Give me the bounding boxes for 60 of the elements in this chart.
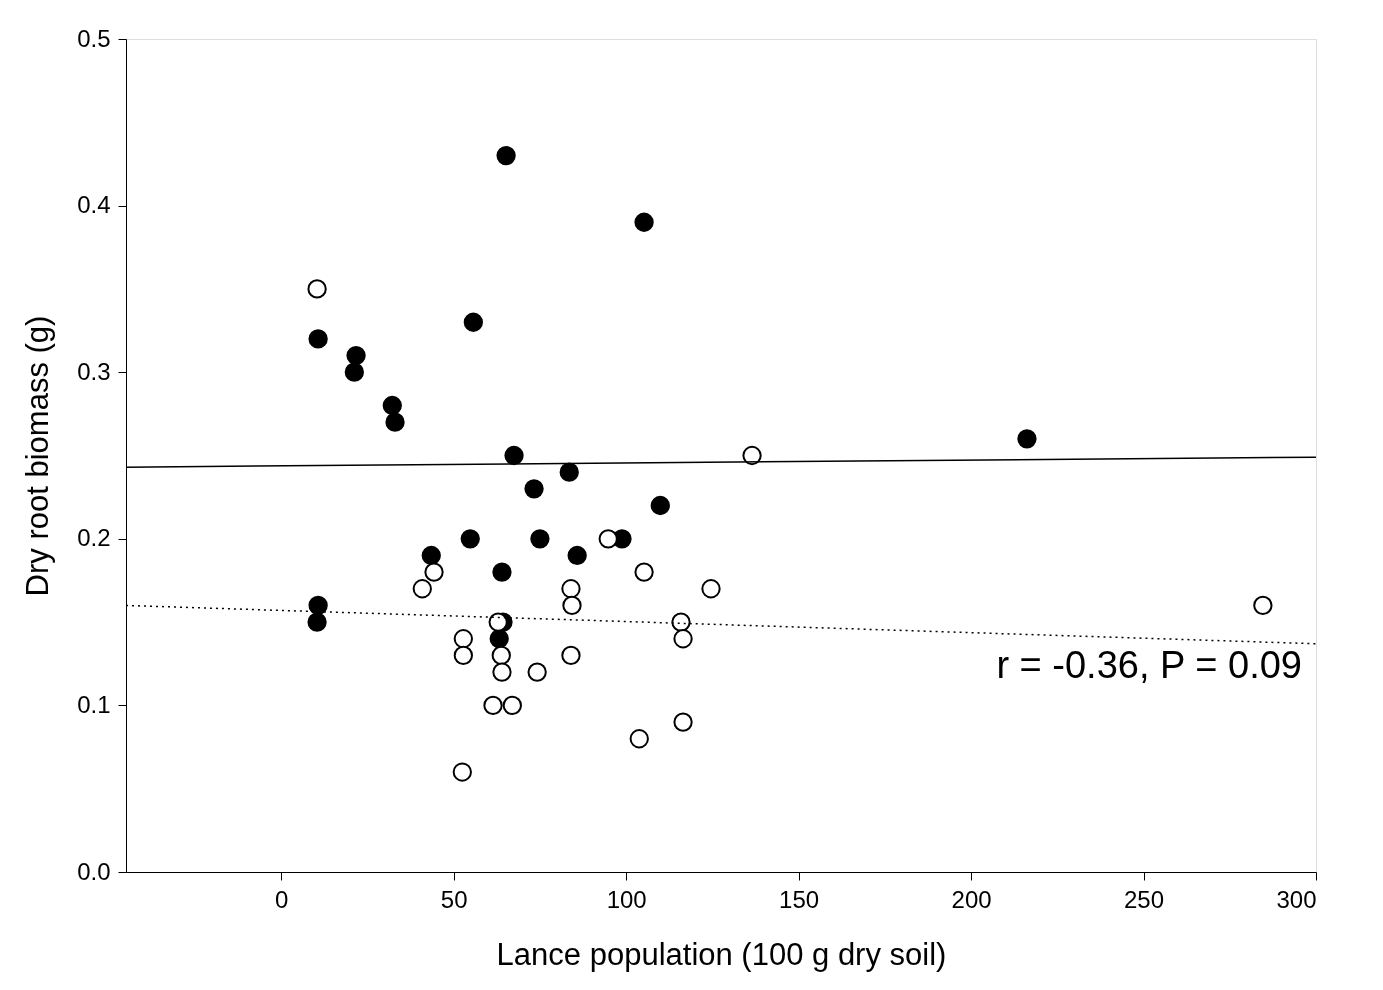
point — [629, 729, 649, 749]
point — [561, 645, 581, 666]
y-axis-title: Dry root biomass (g) — [20, 315, 56, 597]
point — [460, 529, 480, 549]
point — [483, 695, 503, 716]
point — [1253, 595, 1273, 616]
point — [385, 412, 405, 432]
point — [308, 595, 328, 616]
point — [527, 662, 547, 682]
point — [488, 612, 508, 632]
y-tick-label: 0.4 — [77, 191, 111, 219]
point — [504, 445, 524, 466]
point — [412, 579, 432, 599]
point — [307, 612, 327, 632]
y-tick-label: 0.3 — [77, 357, 111, 385]
point — [562, 595, 582, 616]
x-axis-title: Lance population (100 g dry soil) — [496, 936, 947, 972]
point — [567, 545, 587, 566]
point — [496, 145, 516, 166]
point — [492, 562, 512, 582]
point — [524, 479, 544, 499]
y-tick-label: 0.0 — [77, 857, 111, 885]
point — [559, 462, 579, 482]
point — [673, 629, 693, 649]
point — [561, 579, 581, 599]
point — [650, 495, 670, 516]
y-tick-label: 0.1 — [77, 690, 111, 718]
point — [701, 579, 721, 599]
x-tick-label: 0 — [275, 885, 289, 913]
point — [634, 562, 654, 582]
point — [424, 562, 444, 582]
annotation: r = -0.36, P = 0.09 — [996, 644, 1302, 686]
point — [453, 629, 473, 649]
x-tick-label: 100 — [606, 885, 647, 913]
point — [671, 612, 691, 632]
x-tick-label: 150 — [779, 885, 820, 913]
x-tick-label: 300 — [1276, 885, 1317, 913]
point — [502, 695, 522, 716]
point — [492, 662, 512, 682]
y-tick-label: 0.2 — [77, 524, 111, 552]
point — [308, 329, 328, 349]
point — [382, 395, 402, 416]
x-tick-label: 50 — [440, 885, 468, 913]
point — [530, 529, 550, 549]
point — [344, 362, 364, 382]
point — [634, 212, 654, 232]
point — [307, 279, 327, 299]
point — [463, 312, 483, 332]
x-tick-label: 200 — [951, 885, 992, 913]
point — [346, 345, 366, 366]
point — [453, 645, 473, 666]
point — [673, 712, 693, 732]
point — [742, 445, 762, 466]
point — [452, 762, 472, 782]
x-tick-label: 250 — [1124, 885, 1165, 913]
point — [491, 645, 511, 666]
point — [421, 545, 441, 566]
y-tick-label: 0.5 — [77, 24, 111, 52]
point — [1017, 429, 1037, 449]
point — [598, 529, 618, 549]
